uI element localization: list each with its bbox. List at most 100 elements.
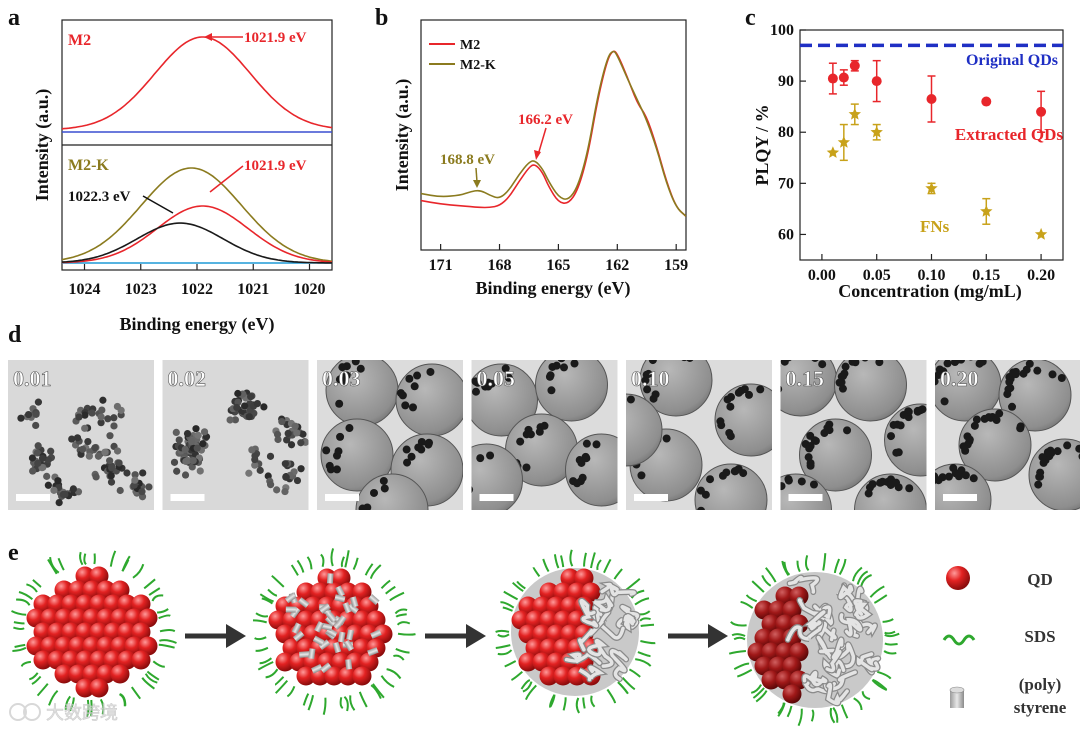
panel-a-bottom-peak1-label: 1021.9 eV (244, 158, 307, 174)
tem-qd-dot (935, 377, 939, 386)
panel-b-m2-curve (421, 50, 686, 217)
tem-qd-dot (358, 504, 367, 510)
styrene-monomer (335, 585, 346, 598)
panel-c-xlabel: Concentration (mg/mL) (838, 281, 1021, 302)
qd-sphere (33, 622, 53, 642)
sds-chain (302, 693, 310, 706)
tem-qd-dot (138, 488, 146, 496)
tem-qd-dot (876, 478, 885, 487)
tem-qd-dot (55, 498, 63, 507)
sds-chain (93, 553, 96, 565)
panel-c-xtick-label: 0.15 (972, 267, 1000, 284)
sds-chain (733, 636, 746, 641)
panel-d-tem-images: 0.01 0.02 0.03 0.05 0.10 0.15 0.20 (8, 360, 1080, 515)
tem-qd-dot (251, 452, 259, 460)
tem-qd-dot (139, 469, 147, 477)
sds-chain (83, 553, 87, 566)
tem-qd-dot (425, 438, 434, 447)
tem-qd-dot (183, 430, 192, 438)
polystyrene-chain (825, 637, 844, 673)
tem-qd-dot (287, 441, 296, 449)
sds-chain (755, 690, 768, 703)
tem-qd-dot (291, 422, 299, 430)
tem-qd-dot (725, 428, 734, 437)
sds-chain (728, 650, 746, 655)
tem-qd-dot (972, 415, 981, 424)
sds-chain (575, 697, 580, 714)
qd-sphere (775, 614, 795, 634)
panel-c-extracted-point (1036, 106, 1047, 117)
stage-2-qd-cluster-monomer (252, 548, 416, 715)
tem-qd-dot (94, 452, 103, 460)
panel-b-m2-k-curve (421, 50, 686, 217)
qd-sphere (296, 610, 316, 630)
tem-qd-dot (338, 363, 347, 372)
panel-letter-b: b (375, 5, 388, 31)
tem-tile: 0.15 (780, 360, 927, 510)
tem-qd-dot (115, 459, 123, 467)
panel-c-fns-point (848, 107, 861, 120)
sds-chain (364, 563, 374, 576)
styrene-monomer (312, 635, 325, 646)
tem-qd-dot (84, 437, 92, 446)
tem-qd-dot (926, 507, 934, 515)
sds-chain (524, 684, 537, 700)
tem-qd-dot (38, 454, 47, 463)
sds-chain (148, 587, 161, 596)
tem-qd-dot (181, 445, 189, 453)
qd-sphere (761, 670, 781, 690)
tem-qd-dot (592, 440, 601, 449)
tem-qd-dot (247, 393, 255, 401)
tem-tile-label: 0.05 (477, 366, 516, 391)
tem-qd-dot (110, 422, 118, 430)
legend-label-m2: M2 (460, 38, 480, 53)
tem-qd-dot (380, 484, 389, 493)
tem-tile-label: 0.02 (168, 366, 207, 391)
qd-sphere (75, 566, 95, 586)
sds-chain (394, 608, 408, 615)
tem-qd-dot (784, 476, 793, 485)
tem-qd-dot (875, 360, 884, 367)
tem-qd-dot (44, 456, 53, 464)
sds-chain (520, 679, 531, 690)
legend-qd-label: QD (1027, 570, 1053, 589)
tem-qd-dot (408, 403, 417, 412)
panel-b-peak-168-arrowhead (473, 180, 481, 188)
sds-chain (884, 642, 898, 646)
tem-qd-dot (407, 452, 416, 461)
sds-chain (158, 643, 175, 649)
sds-chain (380, 579, 391, 589)
qd-sphere (110, 608, 130, 628)
tem-qd-dot (925, 504, 933, 512)
sds-chain (274, 679, 289, 694)
tem-qd-dot (957, 360, 966, 364)
sds-chain (869, 585, 885, 598)
sds-chain (261, 597, 274, 605)
sds-chain (628, 668, 641, 678)
tem-tile-label: 0.15 (786, 366, 825, 391)
sds-chain (765, 567, 777, 583)
qd-sphere (754, 628, 774, 648)
qd-sphere (68, 608, 88, 628)
tem-tile-label: 0.03 (322, 366, 361, 391)
tem-qd-dot (370, 488, 379, 497)
panel-c-fns-point (826, 146, 840, 158)
tem-qd-dot (1016, 422, 1025, 431)
polystyrene-chain (787, 575, 820, 594)
tem-qd-dot (116, 486, 124, 495)
styrene-monomer (345, 659, 353, 670)
tem-qd-dot (410, 382, 419, 391)
tem-qd-dot (557, 360, 566, 363)
sds-chain (307, 695, 314, 711)
sds-chain (48, 689, 59, 706)
tem-qd-dot (92, 473, 100, 481)
tem-qd-dot (938, 473, 947, 482)
sds-chain (522, 681, 533, 693)
polystyrene-chain (838, 584, 858, 606)
qd-sphere (296, 582, 316, 602)
qd-sphere (539, 582, 559, 602)
qd-sphere (131, 594, 151, 614)
qd-sphere (40, 636, 60, 656)
polystyrene-chain (579, 598, 599, 628)
qd-sphere (518, 596, 538, 616)
